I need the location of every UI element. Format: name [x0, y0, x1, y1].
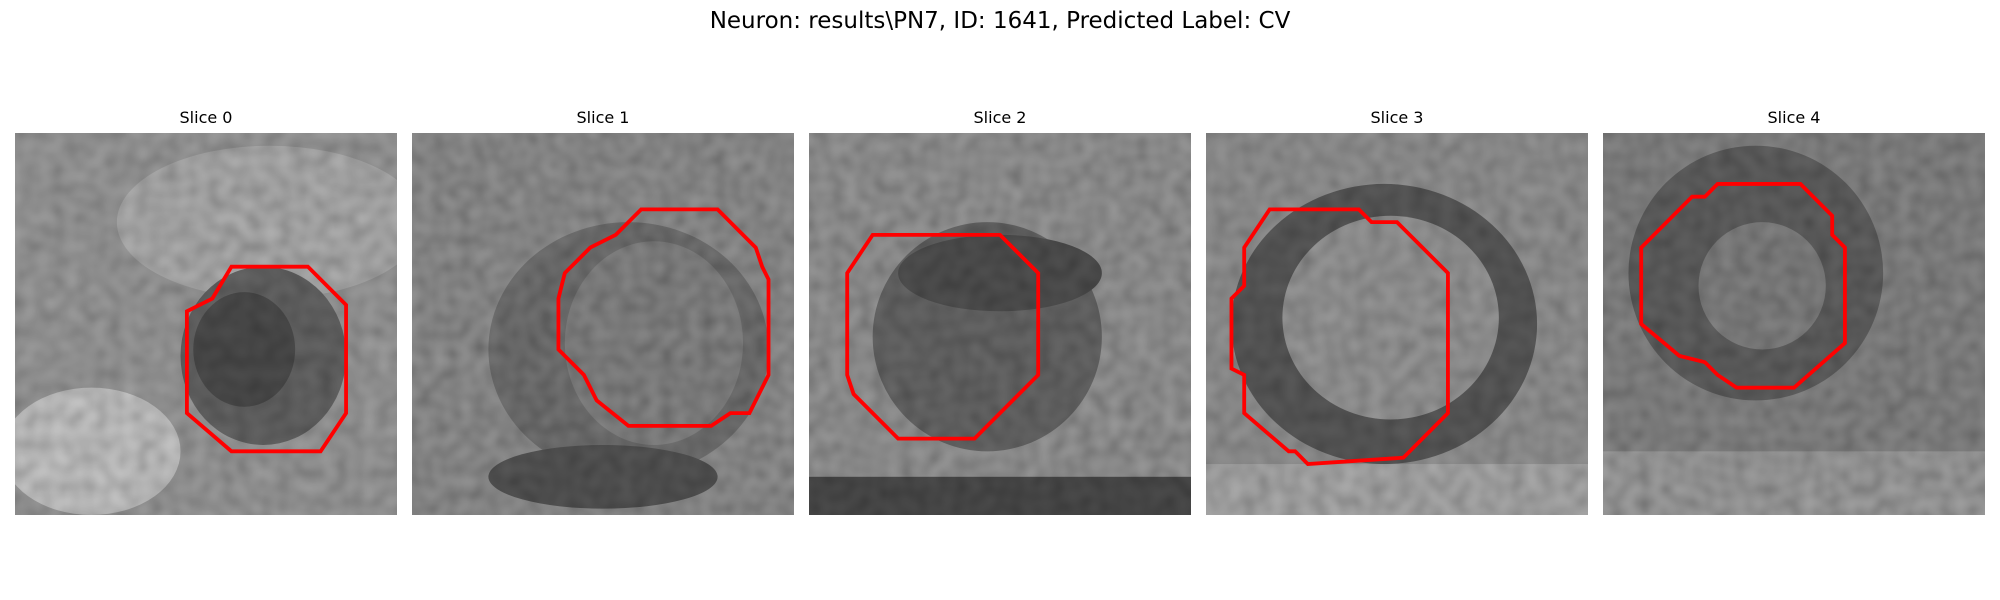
slice-image-1: [412, 133, 794, 515]
slice-panel-0: Slice 0: [15, 108, 397, 515]
slice-panel-4: Slice 4: [1603, 108, 1985, 515]
contour-3: [1229, 207, 1450, 467]
slice-panel-2: Slice 2: [809, 108, 1191, 515]
contour-4: [1639, 182, 1847, 390]
slice-panel-3: Slice 3: [1206, 108, 1588, 515]
figure-title: Neuron: results\PN7, ID: 1641, Predicted…: [709, 8, 1291, 34]
slice-title-3: Slice 3: [1370, 108, 1424, 127]
slice-image-2: [809, 133, 1191, 515]
contour-1: [556, 207, 771, 428]
contour-2: [845, 232, 1041, 441]
slice-title-4: Slice 4: [1767, 108, 1821, 127]
slice-image-0: [15, 133, 397, 515]
slice-title-1: Slice 1: [576, 108, 630, 127]
slice-image-4: [1603, 133, 1985, 515]
slice-panel-1: Slice 1: [412, 108, 794, 515]
slice-title-2: Slice 2: [973, 108, 1027, 127]
contour-0: [184, 264, 348, 454]
slice-image-3: [1206, 133, 1588, 515]
slice-title-0: Slice 0: [179, 108, 233, 127]
